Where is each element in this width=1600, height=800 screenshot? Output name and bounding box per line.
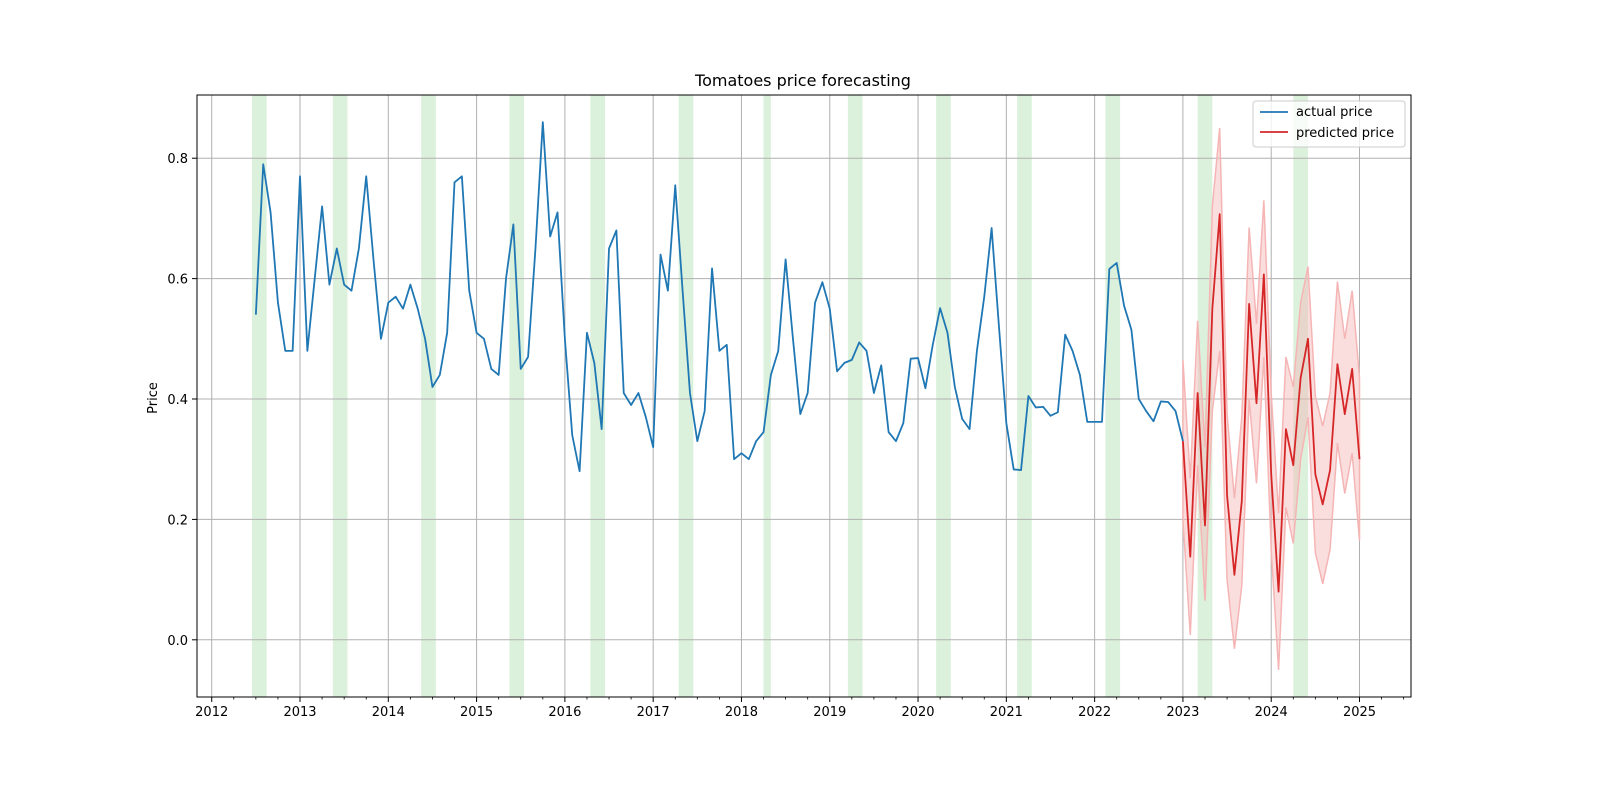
shaded-period: [332, 95, 348, 697]
legend-label-actual: actual price: [1296, 105, 1373, 120]
y-axis-label: Price: [146, 382, 161, 414]
shaded-period: [1105, 95, 1121, 697]
shaded-period: [1293, 95, 1308, 697]
axes-frame: [196, 94, 1412, 698]
shaded-period: [763, 95, 771, 697]
x-tick-label: 2023: [1166, 705, 1199, 720]
series-line-actual: [254, 121, 1184, 473]
shaded-period: [251, 95, 267, 697]
legend-frame: [1252, 100, 1406, 148]
legend-label-predicted: predicted price: [1296, 126, 1394, 141]
x-tick-label: 2017: [637, 705, 670, 720]
y-tick-label: 0.4: [167, 393, 188, 408]
x-tick-label: 2015: [460, 705, 493, 720]
y-tick-label: 0.2: [167, 513, 188, 528]
shaded-period: [936, 95, 951, 697]
x-tick-label: 2025: [1343, 705, 1376, 720]
y-tick-label: 0.0: [167, 634, 188, 649]
y-tick-label: 0.6: [167, 273, 188, 288]
shaded-period: [421, 95, 436, 697]
series-line-predicted: [1182, 213, 1361, 593]
shaded-period: [1017, 95, 1032, 697]
x-tick-label: 2022: [1078, 705, 1111, 720]
prediction-interval-band: [1182, 128, 1361, 670]
shaded-period: [509, 95, 525, 697]
chart-title: Tomatoes price forecasting: [694, 71, 911, 90]
x-tick-label: 2020: [901, 705, 934, 720]
x-tick-label: 2013: [283, 705, 316, 720]
x-tick-label: 2014: [372, 705, 405, 720]
plot-area: 2012 2013 2014 2015 2016 2017 2018 2019 2020 2021…: [167, 94, 1412, 720]
x-tick-label: 2024: [1255, 705, 1288, 720]
legend: actual price predicted price: [1252, 100, 1406, 148]
x-tick-label: 2019: [813, 705, 846, 720]
x-tick-label: 2018: [725, 705, 758, 720]
y-tick-label: 0.8: [167, 152, 188, 167]
shaded-period: [678, 95, 694, 697]
x-tick-label: 2016: [548, 705, 581, 720]
x-tick-label: 2021: [990, 705, 1023, 720]
shaded-period: [847, 95, 863, 697]
x-tick-label: 2012: [195, 705, 228, 720]
